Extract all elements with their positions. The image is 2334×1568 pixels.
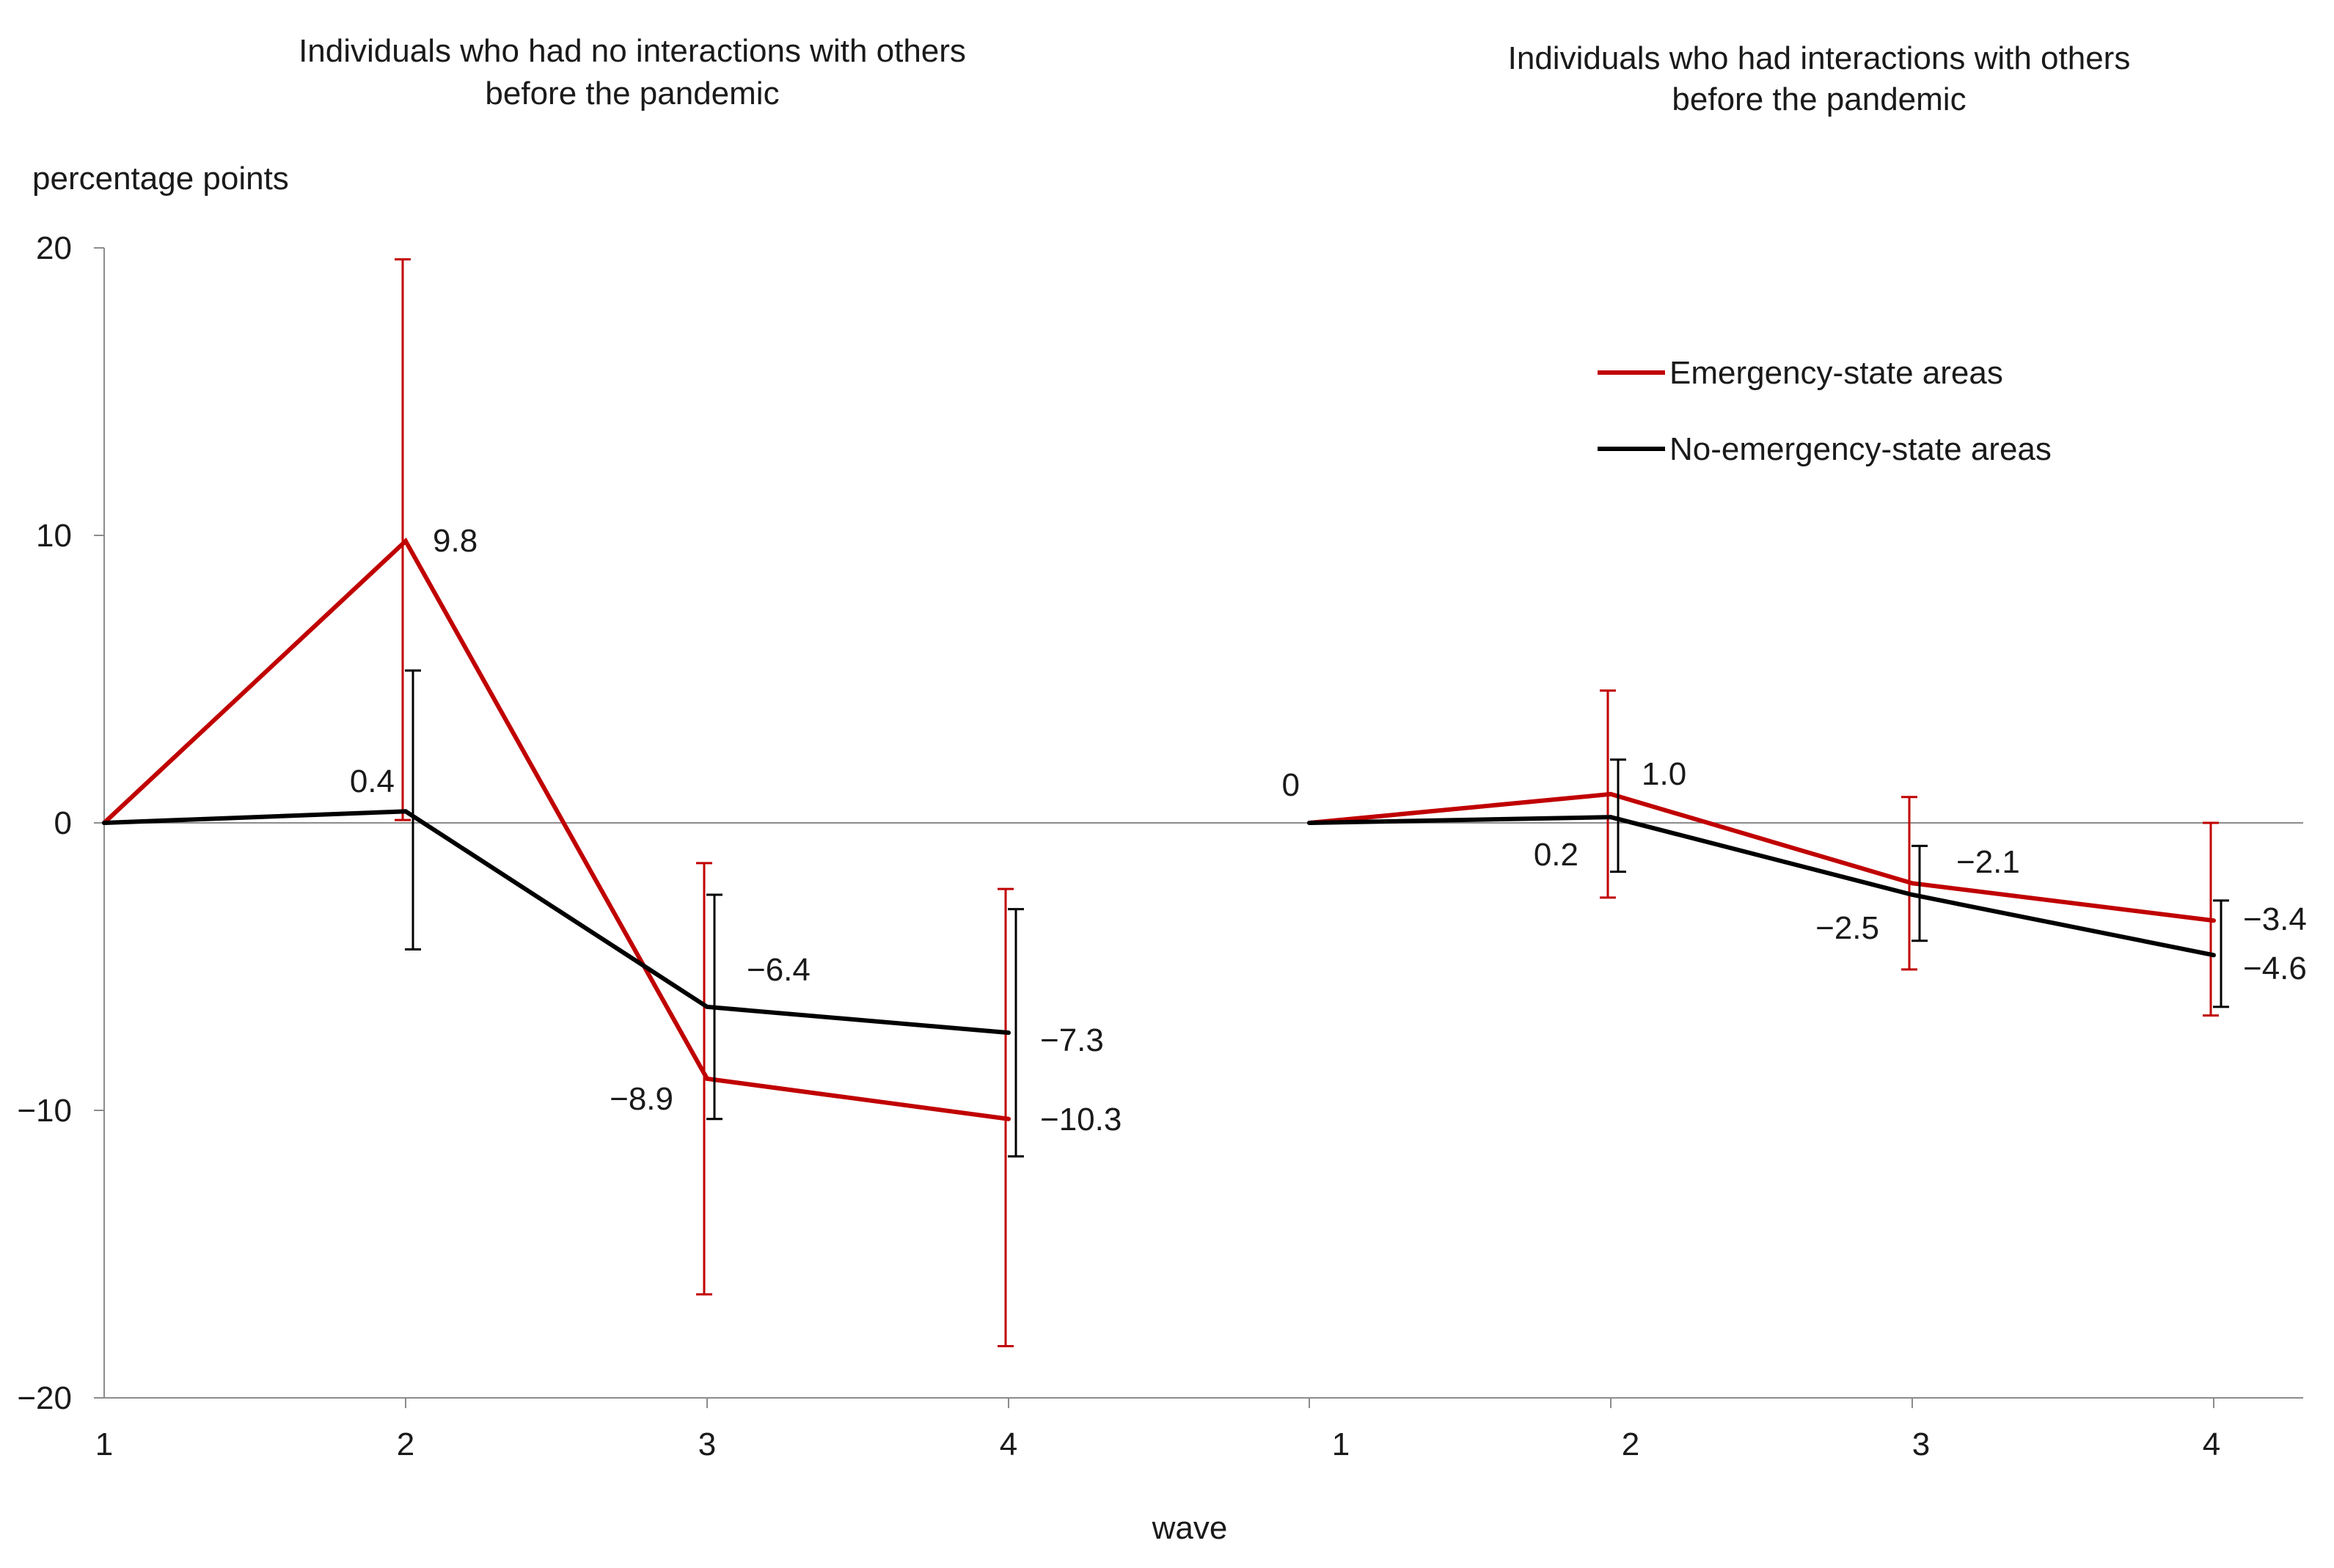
data-label: 9.8 [433, 523, 478, 559]
data-label: 1.0 [1642, 756, 1686, 792]
x-tick-label: 2 [397, 1426, 414, 1462]
error-bar [2213, 899, 2229, 1008]
y-tick-label: −10 [17, 1093, 72, 1129]
panel-title: Individuals who had interactions with ot… [1508, 40, 2131, 76]
y-tick-label: 10 [36, 518, 72, 554]
y-tick-label: 0 [54, 805, 72, 841]
data-point [403, 538, 408, 543]
legend-label: Emergency-state areas [1669, 355, 2003, 391]
data-label: −6.4 [747, 952, 811, 988]
data-label: 0 [1282, 767, 1300, 803]
data-label: −10.3 [1040, 1102, 1122, 1137]
data-label: 0.2 [1534, 837, 1578, 873]
y-tick-label: 20 [36, 230, 72, 266]
data-point [1910, 893, 1914, 897]
x-tick-label: 3 [1912, 1426, 1930, 1462]
data-point [2212, 953, 2216, 958]
x-tick-label: 2 [1622, 1426, 1639, 1462]
data-label: −7.3 [1040, 1022, 1104, 1058]
data-label: −2.1 [1956, 844, 2020, 880]
x-tick-label: 4 [2203, 1426, 2220, 1462]
data-point [1910, 881, 1914, 886]
series-line-emergency [1309, 791, 2214, 923]
series-line-no_emergency [1309, 815, 2214, 958]
series-line-no_emergency [103, 809, 1009, 1036]
x-tick-label: 4 [1000, 1426, 1017, 1462]
error-bar [1008, 908, 1024, 1158]
data-label: 0.4 [350, 763, 395, 799]
data-point [705, 1004, 709, 1009]
series-line-emergency [102, 538, 1009, 1121]
error-bar [1610, 758, 1626, 873]
panel-title: before the pandemic [485, 76, 779, 111]
data-point [102, 821, 106, 825]
data-label: −2.5 [1815, 910, 1879, 946]
data-point [1609, 815, 1613, 820]
legend-label: No-emergency-state areas [1669, 431, 2052, 467]
y-axis-title: percentage points [32, 161, 289, 197]
error-bar [696, 862, 712, 1296]
data-point [1609, 791, 1613, 796]
data-point [705, 1076, 709, 1081]
x-tick-label: 1 [95, 1426, 113, 1462]
data-point [1006, 1030, 1011, 1036]
y-tick-label: −20 [17, 1380, 72, 1416]
error-bar [1912, 844, 1928, 942]
panel-title: before the pandemic [1672, 81, 1966, 117]
x-axis-title: wave [1152, 1510, 1228, 1546]
error-bar [405, 669, 421, 950]
data-label: −4.6 [2243, 950, 2307, 986]
data-point [403, 809, 408, 814]
data-point [1006, 1116, 1011, 1121]
x-tick-label: 3 [698, 1426, 716, 1462]
data-point [1307, 821, 1311, 825]
data-label: −8.9 [610, 1081, 673, 1117]
data-point [2212, 918, 2216, 923]
error-bar [395, 258, 411, 821]
x-tick-label: 1 [1332, 1426, 1350, 1462]
panel-title: Individuals who had no interactions with… [299, 33, 966, 69]
data-label: −3.4 [2243, 901, 2307, 937]
